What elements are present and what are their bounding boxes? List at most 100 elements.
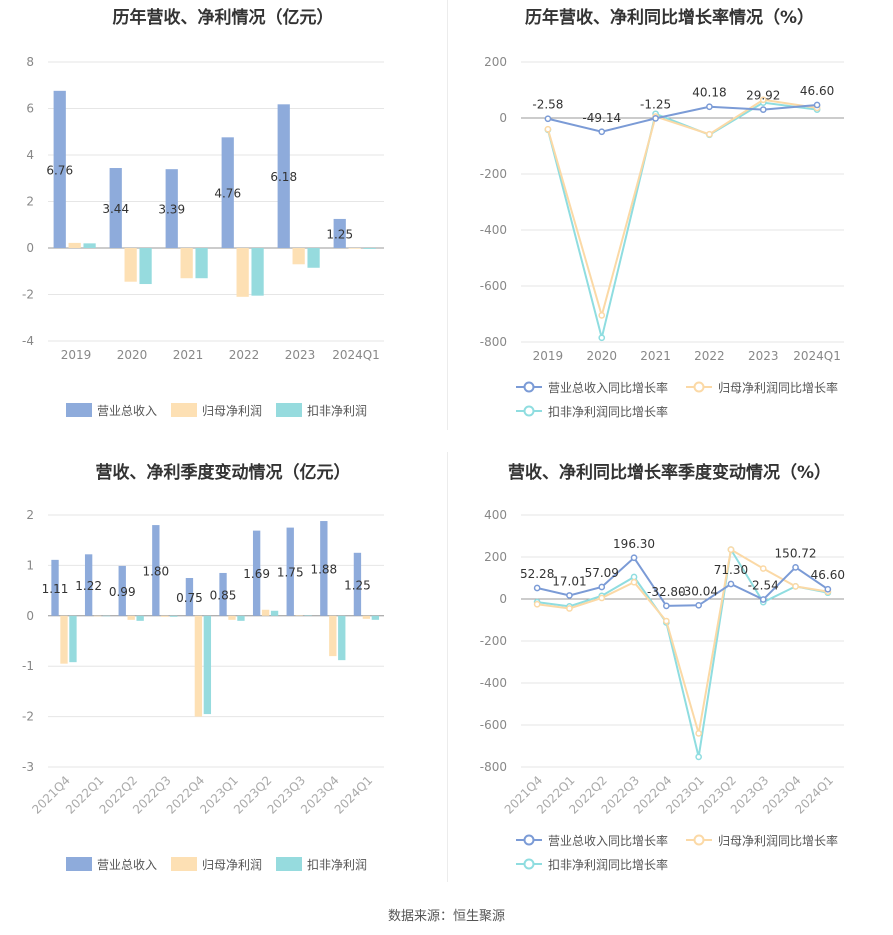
data-point bbox=[566, 605, 573, 612]
y-tick-label: 2 bbox=[26, 195, 34, 209]
data-label: 0.99 bbox=[109, 585, 136, 599]
bar bbox=[124, 248, 137, 282]
x-tick-label: 2019 bbox=[61, 348, 92, 362]
legend-swatch bbox=[171, 403, 197, 417]
bar bbox=[195, 248, 208, 279]
data-point bbox=[630, 573, 638, 581]
y-tick-label: -4 bbox=[22, 334, 34, 348]
x-tick-label: 2021 bbox=[640, 349, 671, 363]
data-label: -49.14 bbox=[582, 111, 621, 125]
annual-growth-line-chart: -800 -600 -400 -200 0 200 2019 2020 2021 2022 2023… bbox=[480, 55, 844, 419]
data-point bbox=[813, 101, 821, 109]
bar bbox=[221, 137, 234, 248]
bar bbox=[362, 615, 371, 619]
y-tick-label: 6 bbox=[26, 102, 34, 116]
data-label: 1.11 bbox=[42, 582, 69, 596]
y-tick-label: 0 bbox=[499, 592, 507, 606]
bar bbox=[180, 248, 193, 279]
legend-label: 营业总收入同比增长率 bbox=[548, 380, 668, 395]
x-tick-label: 2022 bbox=[229, 348, 260, 362]
legend-marker bbox=[523, 381, 535, 393]
data-point bbox=[598, 334, 606, 342]
legend-label: 归母净利润同比增长率 bbox=[718, 380, 838, 395]
data-point bbox=[630, 554, 638, 562]
data-label: 3.44 bbox=[102, 202, 129, 216]
bar bbox=[320, 521, 328, 616]
y-tick-label: -200 bbox=[480, 634, 507, 648]
data-label: 1.25 bbox=[344, 578, 371, 592]
bar bbox=[348, 248, 361, 249]
bar bbox=[329, 615, 337, 657]
y-tick-label: -400 bbox=[480, 676, 507, 690]
legend-marker bbox=[693, 834, 705, 846]
data-point bbox=[706, 130, 713, 138]
data-point bbox=[759, 596, 767, 603]
bar bbox=[194, 615, 203, 717]
y-tick-label: -800 bbox=[480, 335, 507, 349]
x-tick-label: 2024Q1 bbox=[332, 348, 380, 362]
data-label: -1.25 bbox=[640, 97, 671, 111]
bar bbox=[136, 615, 144, 621]
bar bbox=[102, 615, 111, 617]
data-point bbox=[792, 563, 799, 571]
bar bbox=[237, 615, 245, 621]
bar bbox=[286, 527, 294, 616]
bar bbox=[51, 559, 59, 616]
chart-title: 历年营收、净利同比增长率情况（%） bbox=[524, 8, 815, 28]
bar bbox=[261, 609, 270, 616]
data-label: 46.60 bbox=[811, 568, 845, 582]
data-label: 0.75 bbox=[176, 591, 203, 605]
bar bbox=[203, 615, 212, 715]
bar bbox=[236, 248, 249, 297]
panel-quarterly-line: 营收、净利同比增长率季度变动情况（%） -800 -600 -400 -200 0 200… bbox=[446, 448, 893, 888]
data-label: 29.92 bbox=[746, 89, 780, 103]
series-line bbox=[547, 103, 818, 133]
y-tick-label: 8 bbox=[26, 55, 34, 69]
legend-swatch bbox=[66, 403, 92, 417]
legend-label: 扣非净利润 bbox=[307, 858, 367, 872]
y-tick-label: 0 bbox=[499, 111, 507, 125]
bar bbox=[277, 104, 290, 248]
y-tick-label: -1 bbox=[22, 659, 34, 673]
bar bbox=[84, 554, 93, 616]
data-point bbox=[759, 565, 767, 572]
quarterly-revenue-profit-bar-chart: -3-2-10122021Q42022Q12022Q22022Q32022Q42… bbox=[22, 508, 384, 872]
bar bbox=[68, 242, 81, 248]
legend-label: 营业总收入同比增长率 bbox=[548, 833, 668, 848]
chart-title: 营收、净利同比增长率季度变动情况（%） bbox=[507, 463, 832, 483]
y-tick-label: 2 bbox=[26, 508, 34, 522]
data-label: 71.30 bbox=[714, 563, 748, 577]
data-point bbox=[695, 601, 702, 609]
panel-annual-line: 历年营收、净利同比增长率情况（%） -800 -600 -400 -200 0 200 20… bbox=[446, 0, 893, 430]
bar bbox=[353, 552, 362, 616]
data-point bbox=[533, 584, 541, 592]
series-line bbox=[537, 546, 829, 758]
legend-label: 扣非净利润 bbox=[307, 404, 367, 418]
data-point bbox=[652, 115, 659, 122]
data-point bbox=[792, 583, 799, 590]
data-point bbox=[598, 583, 606, 591]
bar bbox=[307, 248, 320, 268]
bar bbox=[69, 615, 77, 663]
data-label: 4.76 bbox=[214, 187, 241, 201]
data-point bbox=[695, 753, 702, 761]
legend-marker bbox=[523, 405, 535, 417]
data-point bbox=[663, 617, 670, 625]
bar bbox=[270, 610, 279, 616]
bar bbox=[93, 615, 102, 617]
chart-title: 营收、净利季度变动情况（亿元） bbox=[95, 463, 351, 483]
series-line bbox=[546, 101, 818, 339]
data-point bbox=[824, 585, 832, 593]
data-label: 52.28 bbox=[520, 567, 554, 581]
bar bbox=[60, 615, 68, 664]
data-point bbox=[566, 592, 573, 599]
data-label: 17.01 bbox=[552, 574, 586, 588]
bar bbox=[252, 530, 261, 616]
bar bbox=[333, 218, 346, 248]
bar bbox=[83, 243, 96, 248]
data-point bbox=[598, 594, 606, 602]
y-tick-label: -400 bbox=[480, 223, 507, 237]
legend-marker bbox=[523, 858, 535, 870]
series-line bbox=[537, 548, 829, 734]
legend-swatch bbox=[171, 857, 197, 871]
